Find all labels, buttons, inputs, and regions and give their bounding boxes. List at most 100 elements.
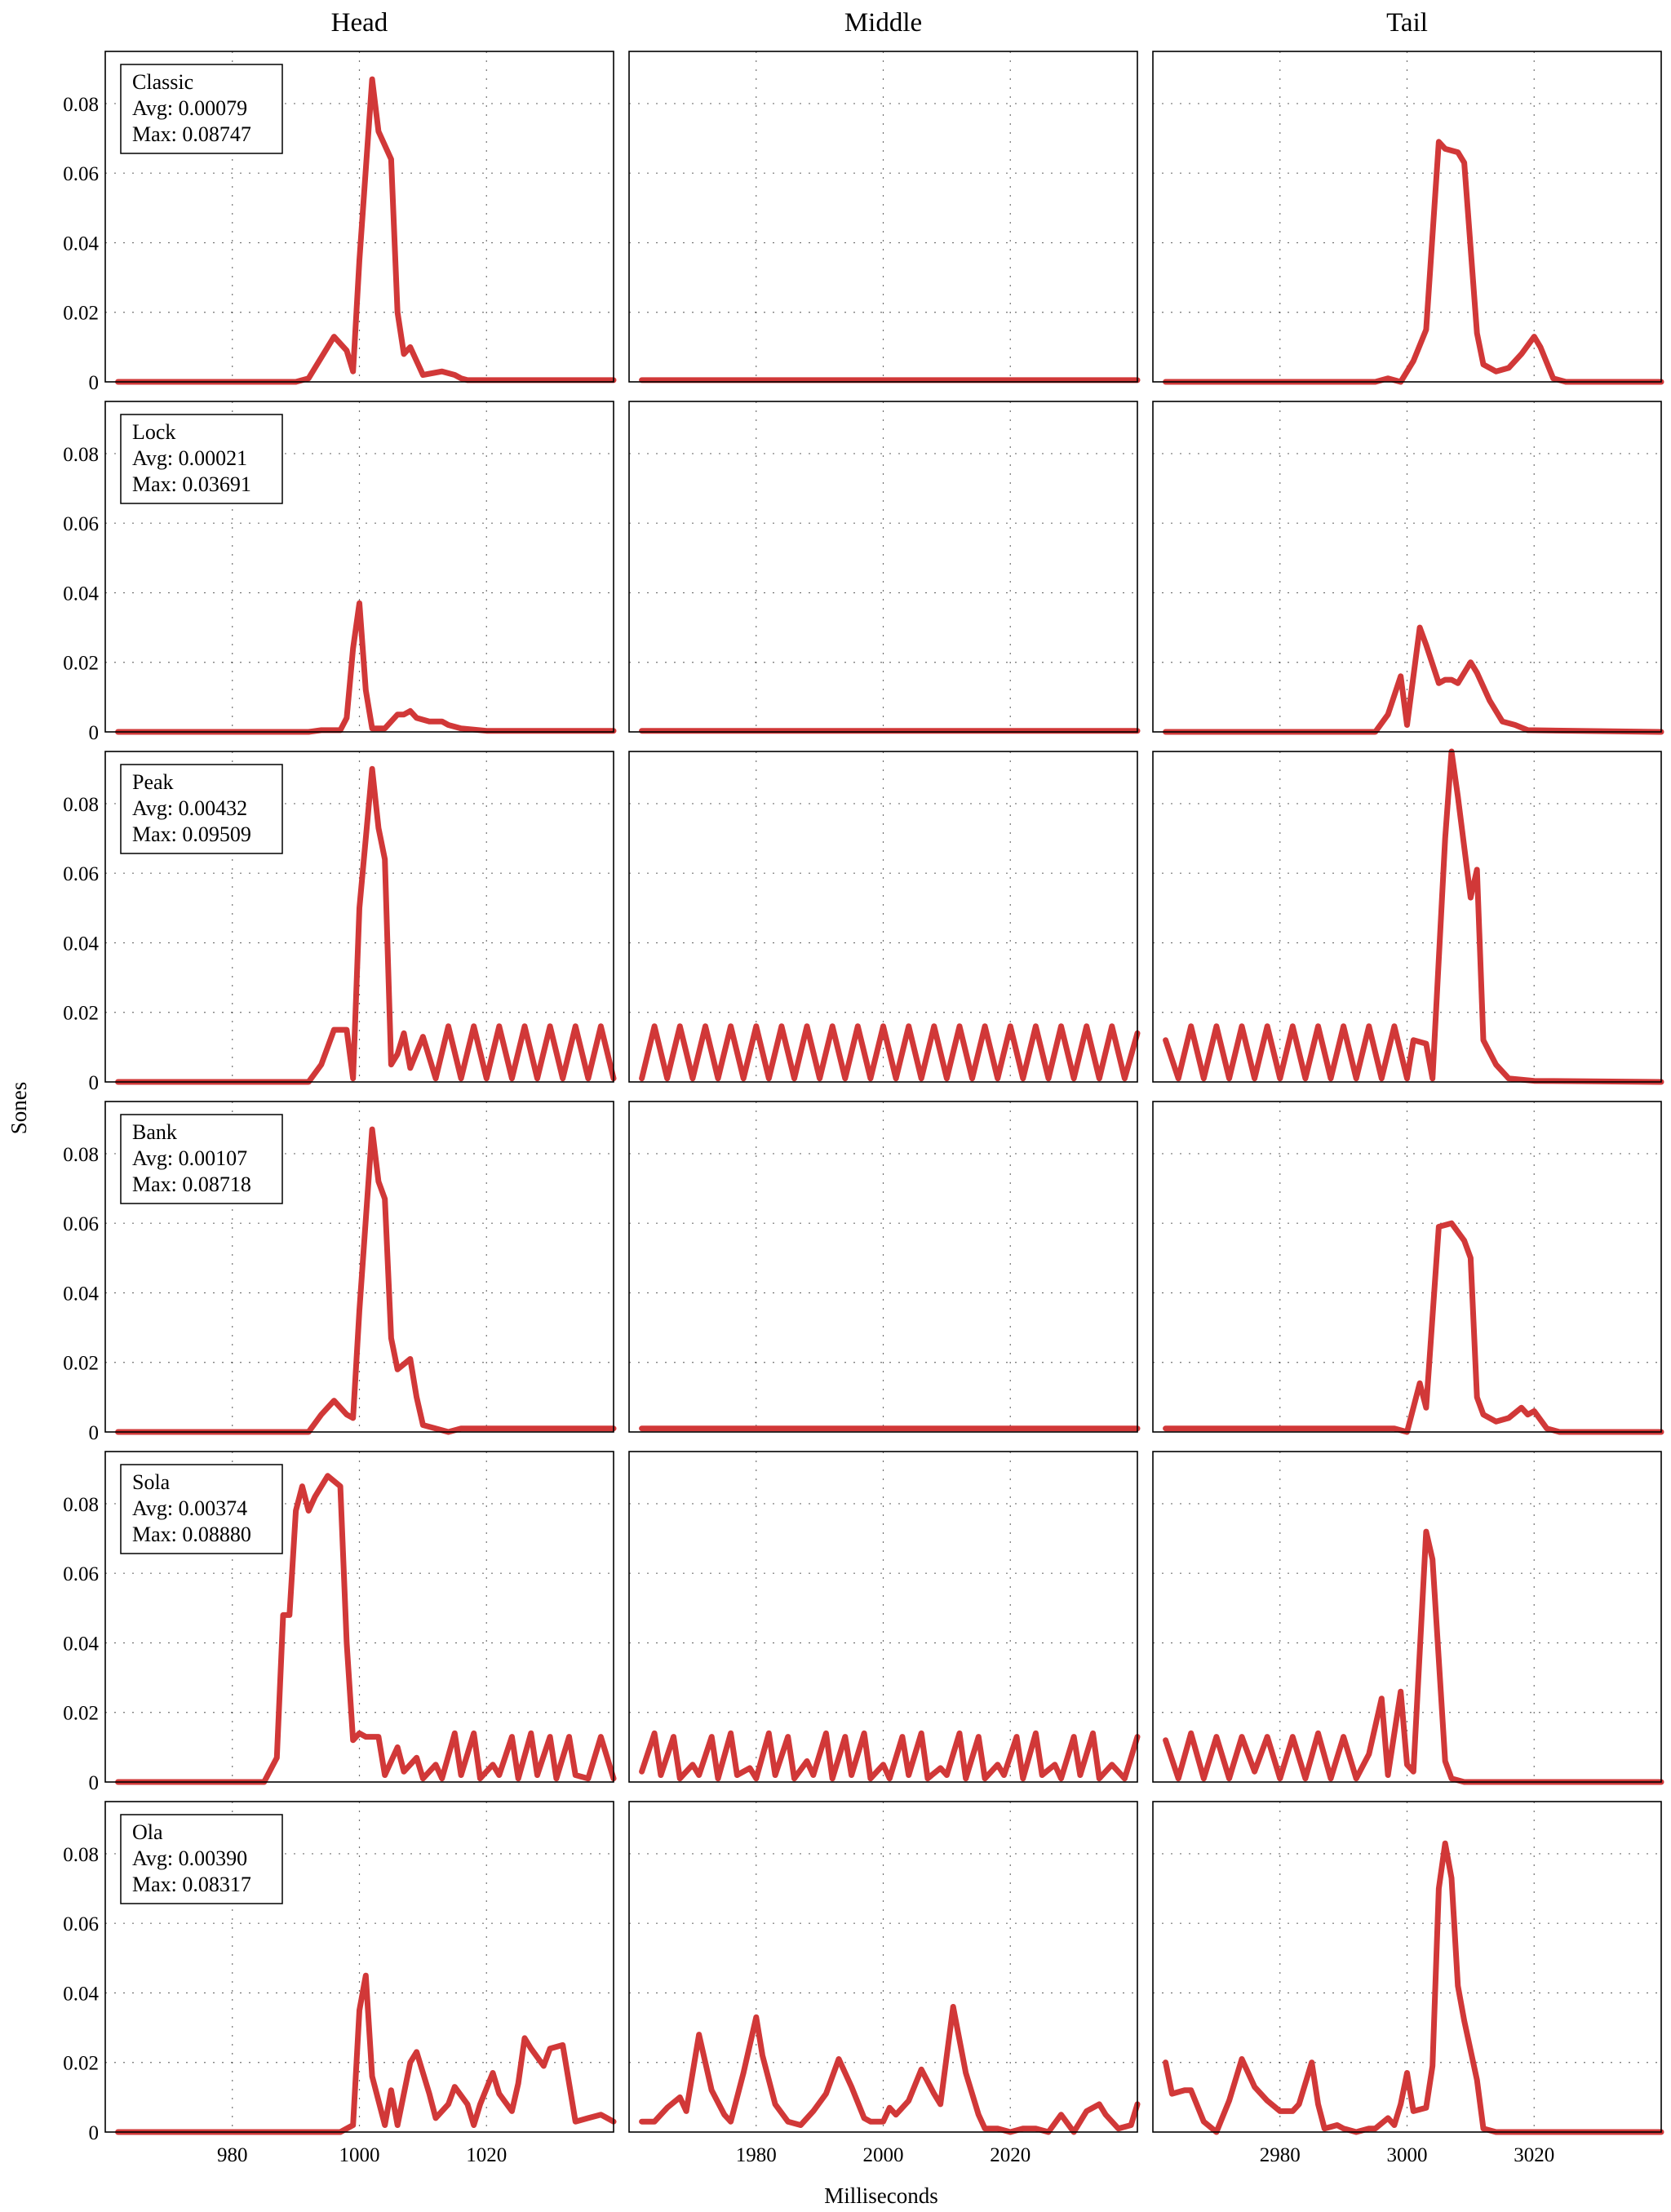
series-line-ola-tail bbox=[1163, 1840, 1664, 2135]
legend-name: Classic bbox=[132, 70, 193, 94]
legend-name: Bank bbox=[132, 1120, 177, 1144]
y-tick-label: 0.08 bbox=[63, 444, 99, 466]
series-line-sola-middle bbox=[639, 1730, 1141, 1782]
legend-avg: Avg: 0.00432 bbox=[132, 796, 247, 820]
y-tick-label: 0.06 bbox=[63, 1213, 99, 1235]
y-tick-label: 0.08 bbox=[63, 94, 99, 116]
panel-frame bbox=[104, 751, 614, 1083]
y-tick-label: 0.08 bbox=[63, 1494, 99, 1516]
series-line-classic-tail bbox=[1163, 139, 1664, 385]
column-title-head: Head bbox=[331, 8, 388, 38]
legend-box bbox=[120, 414, 283, 504]
panel-frame bbox=[1152, 1451, 1662, 1783]
panel-frame bbox=[628, 751, 1138, 1083]
legend-name: Ola bbox=[132, 1820, 163, 1844]
x-tick-label: 1020 bbox=[466, 2144, 507, 2166]
y-tick-label: 0 bbox=[89, 372, 100, 394]
x-tick-label: 3000 bbox=[1387, 2144, 1428, 2166]
panel-bank-middle bbox=[628, 1101, 1141, 1433]
x-tick-label: 2020 bbox=[990, 2144, 1031, 2166]
panel-ola-tail: 2980 3000 3020 bbox=[1152, 1801, 1664, 2166]
panel-frame bbox=[1152, 1101, 1662, 1433]
panel-frame bbox=[104, 1801, 614, 2133]
y-tick-label: 0.04 bbox=[63, 1283, 99, 1305]
series-line-bank-head bbox=[115, 1126, 617, 1435]
series-line-lock-tail bbox=[1163, 624, 1664, 735]
x-tick-label: 1000 bbox=[339, 2144, 380, 2166]
panel-ola-middle: 1980 2000 2020 bbox=[628, 1801, 1141, 2166]
y-tick-label: 0.04 bbox=[63, 1983, 99, 2005]
panel-frame bbox=[104, 1101, 614, 1433]
series-line-ola-middle bbox=[639, 2004, 1141, 2135]
legend-name: Lock bbox=[132, 420, 175, 444]
legend-box bbox=[120, 1814, 283, 1904]
column-title-middle: Middle bbox=[844, 8, 922, 38]
panel-classic-middle bbox=[628, 51, 1141, 383]
y-tick-label: 0.02 bbox=[63, 1353, 99, 1375]
legend-avg: Avg: 0.00374 bbox=[132, 1496, 247, 1520]
panel-frame bbox=[104, 1451, 614, 1783]
panel-lock-middle bbox=[628, 401, 1141, 734]
panel-frame bbox=[628, 1101, 1138, 1433]
panel-sola-tail bbox=[1152, 1451, 1664, 1785]
y-tick-label: 0.08 bbox=[63, 1844, 99, 1866]
legend-max: Max: 0.08317 bbox=[132, 1873, 251, 1896]
y-tick-label: 0.02 bbox=[63, 303, 99, 325]
x-tick-label: 980 bbox=[217, 2144, 248, 2166]
x-tick-label: 1980 bbox=[736, 2144, 777, 2166]
legend-box bbox=[120, 64, 283, 154]
panel-frame bbox=[628, 51, 1138, 383]
y-tick-label: 0.04 bbox=[63, 933, 99, 955]
legend-avg: Avg: 0.00079 bbox=[132, 96, 247, 120]
legend-max: Max: 0.08718 bbox=[132, 1172, 251, 1196]
y-tick-label: 0 bbox=[89, 1422, 100, 1444]
panel-frame bbox=[104, 51, 614, 383]
legend-avg: Avg: 0.00021 bbox=[132, 446, 247, 470]
panel-lock-tail bbox=[1152, 401, 1664, 735]
legend-name: Sola bbox=[132, 1470, 171, 1494]
legend-max: Max: 0.08880 bbox=[132, 1523, 251, 1546]
y-tick-label: 0.06 bbox=[63, 1563, 99, 1585]
series-line-lock-head bbox=[115, 600, 617, 735]
legend-box bbox=[120, 1114, 283, 1204]
panel-frame bbox=[628, 1801, 1138, 2133]
legend-max: Max: 0.08747 bbox=[132, 122, 251, 146]
y-tick-label: 0.06 bbox=[63, 513, 99, 535]
y-tick-label: 0 bbox=[89, 1772, 100, 1794]
panel-peak-middle bbox=[628, 751, 1141, 1083]
panel-classic-tail bbox=[1152, 51, 1664, 385]
y-tick-label: 0 bbox=[89, 2122, 100, 2144]
series-line-ola-head bbox=[115, 1972, 617, 2135]
panel-frame bbox=[628, 1451, 1138, 1783]
x-axis-label: Milliseconds bbox=[824, 2183, 938, 2208]
legend-max: Max: 0.09509 bbox=[132, 822, 251, 846]
y-tick-label: 0 bbox=[89, 1072, 100, 1094]
panel-sola-middle bbox=[628, 1451, 1141, 1783]
panel-bank-tail bbox=[1152, 1101, 1664, 1435]
legend-box bbox=[120, 1464, 283, 1554]
series-line-sola-head bbox=[115, 1473, 617, 1785]
x-tick-label: 2980 bbox=[1260, 2144, 1301, 2166]
series-line-classic-head bbox=[115, 76, 617, 385]
panel-frame bbox=[1152, 751, 1662, 1083]
column-titles: Head Middle Tail bbox=[331, 8, 1428, 38]
panel-frame bbox=[1152, 401, 1662, 733]
legend-avg: Avg: 0.00390 bbox=[132, 1846, 247, 1870]
y-tick-label: 0.02 bbox=[63, 1003, 99, 1025]
y-tick-label: 0.04 bbox=[63, 583, 99, 605]
column-title-tail: Tail bbox=[1386, 8, 1428, 38]
legend-avg: Avg: 0.00107 bbox=[132, 1146, 247, 1170]
y-axis-label: Sones bbox=[7, 1082, 31, 1135]
y-tick-label: 0 bbox=[89, 722, 100, 744]
